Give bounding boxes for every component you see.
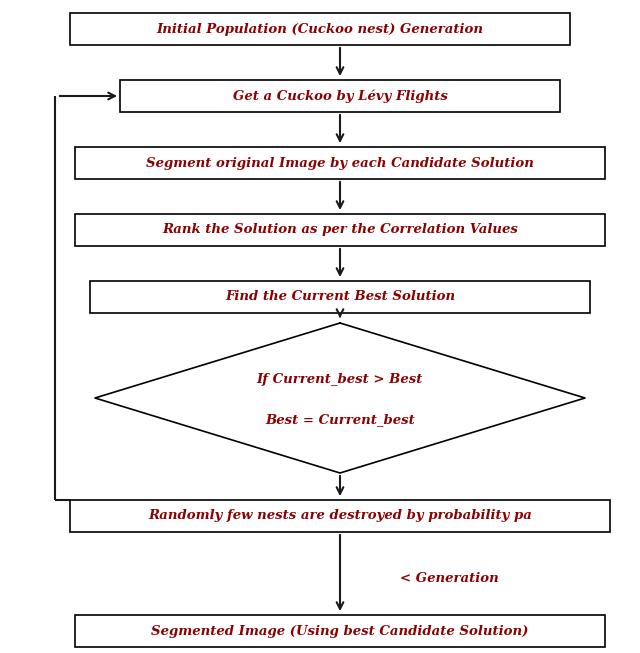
FancyBboxPatch shape (70, 13, 570, 45)
Text: Randomly few nests are destroyed by probability pa: Randomly few nests are destroyed by prob… (148, 509, 532, 522)
Text: Best = Current_best: Best = Current_best (265, 413, 415, 426)
Text: Initial Population (Cuckoo nest) Generation: Initial Population (Cuckoo nest) Generat… (157, 22, 483, 35)
Text: Find the Current Best Solution: Find the Current Best Solution (225, 291, 455, 304)
Text: Segment original Image by each Candidate Solution: Segment original Image by each Candidate… (146, 157, 534, 170)
FancyBboxPatch shape (120, 80, 560, 112)
Text: Get a Cuckoo by Lévy Flights: Get a Cuckoo by Lévy Flights (232, 89, 447, 103)
FancyBboxPatch shape (75, 214, 605, 246)
FancyBboxPatch shape (75, 147, 605, 179)
Text: < Generation: < Generation (400, 571, 499, 584)
FancyBboxPatch shape (75, 615, 605, 647)
Text: Rank the Solution as per the Correlation Values: Rank the Solution as per the Correlation… (162, 223, 518, 236)
FancyBboxPatch shape (90, 281, 590, 313)
Text: Segmented Image (Using best Candidate Solution): Segmented Image (Using best Candidate So… (151, 624, 529, 637)
Text: If Current_best > Best: If Current_best > Best (257, 374, 423, 387)
FancyBboxPatch shape (70, 500, 610, 532)
